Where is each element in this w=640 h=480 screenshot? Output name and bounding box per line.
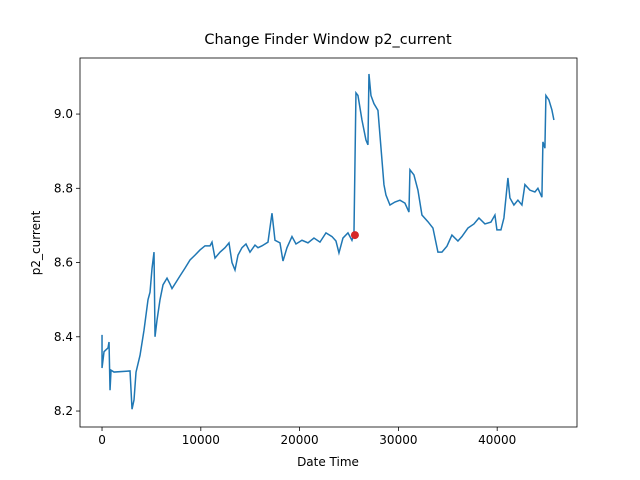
x-tick-label: 20000 [281, 433, 319, 447]
x-tick-label: 40000 [478, 433, 516, 447]
x-axis-label: Date Time [297, 455, 359, 469]
chart-title: Change Finder Window p2_current [204, 32, 452, 48]
y-tick-label: 8.6 [54, 256, 73, 270]
y-tick-label: 9.0 [54, 107, 73, 121]
x-tick-label: 30000 [379, 433, 417, 447]
x-tick-label: 10000 [182, 433, 220, 447]
y-tick-label: 8.2 [54, 404, 73, 418]
y-axis-label: p2_current [29, 210, 43, 275]
x-tick-label: 0 [98, 433, 106, 447]
data-line [101, 73, 555, 410]
y-tick-label: 8.8 [54, 181, 73, 195]
data-point [350, 231, 359, 240]
y-tick-label: 8.4 [54, 330, 73, 344]
plot-frame [79, 57, 578, 428]
